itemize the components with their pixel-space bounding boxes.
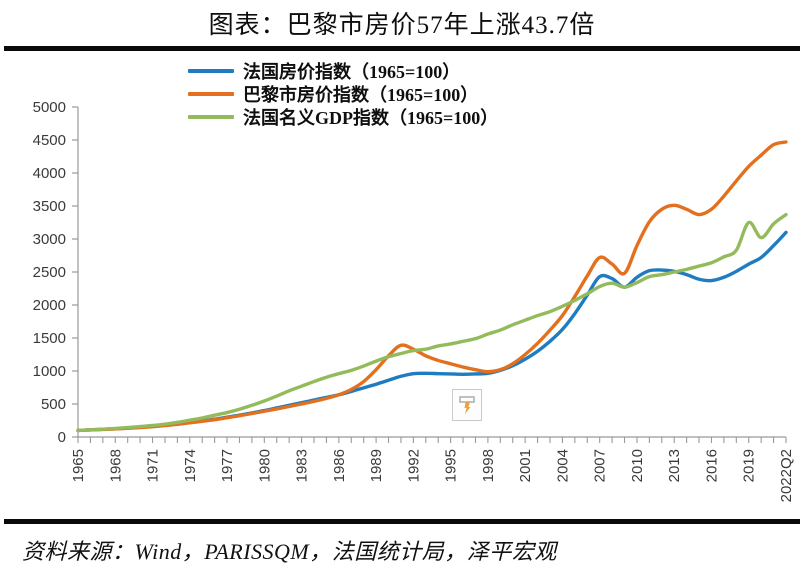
x-axis-tick-label: 2019 <box>741 449 758 482</box>
x-axis-ticks <box>77 437 787 443</box>
legend-swatch-icon <box>188 115 234 119</box>
x-axis-tick-label: 1977 <box>219 449 236 482</box>
x-axis-tick-label: 1986 <box>331 449 348 482</box>
x-axis-tick-label: 1980 <box>256 449 273 482</box>
series-line-法国名义GDP指数（1965=100） <box>76 212 788 433</box>
y-axis-ticks: 0 500 1000 1500 2000 2500 3000 3500 4000 4500 5000 <box>33 99 78 446</box>
y-axis-tick-label: 2500 <box>33 264 66 281</box>
x-axis-tick-label: 1995 <box>443 449 460 482</box>
x-axis-tick-label: 1983 <box>294 449 311 482</box>
y-axis-tick-label: 4500 <box>33 132 66 149</box>
watermark-glyph <box>459 396 475 414</box>
y-axis-tick-label: 500 <box>41 396 66 413</box>
legend-item-france_hpi[interactable]: 法国房价指数（1965=100） <box>188 60 498 82</box>
legend-item-france_gdp[interactable]: 法国名义GDP指数（1965=100） <box>188 106 498 128</box>
series-lines <box>76 140 788 433</box>
y-axis-tick-label: 2000 <box>33 297 66 314</box>
title-divider <box>4 46 800 51</box>
x-axis-tick-label: 1965 <box>70 449 87 482</box>
x-axis-tick-label: 2016 <box>703 449 720 482</box>
x-axis-tick-label: 1974 <box>182 449 199 482</box>
legend-item-label: 法国房价指数（1965=100） <box>243 62 461 82</box>
series-line-巴黎市房价指数（1965=100） <box>76 140 788 433</box>
x-axis-tick-label: 1992 <box>405 449 422 482</box>
source-note: 资料来源：Wind，PARISSQM，法国统计局，泽平宏观 <box>22 539 557 564</box>
y-axis-tick-label: 5000 <box>33 99 66 116</box>
x-axis-tick-label: 2022Q2 <box>778 449 795 502</box>
x-axis-tick-label: 2007 <box>592 449 609 482</box>
chart-legend: 法国房价指数（1965=100） 巴黎市房价指数（1965=100） 法国名义GDP… <box>188 60 498 128</box>
flag-watermark-icon <box>452 389 482 421</box>
page-title: 图表：巴黎市房价57年上涨43.7倍 <box>208 12 596 39</box>
series-line-法国房价指数（1965=100） <box>76 230 788 433</box>
legend-item-label: 巴黎市房价指数（1965=100） <box>243 85 479 105</box>
chart-container: 0 500 1000 1500 2000 2500 3000 3500 4000 4500 5000… <box>0 51 804 519</box>
x-axis-tick-labels: 1965 1968 1971 1974 1977 1980 1983 1986 1989 1992… <box>70 449 795 502</box>
line-chart: 0 500 1000 1500 2000 2500 3000 3500 4000 4500 5000… <box>33 99 795 502</box>
legend-item-label: 法国名义GDP指数（1965=100） <box>243 108 499 128</box>
title-bar: 图表：巴黎市房价57年上涨43.7倍 <box>0 0 804 46</box>
x-axis-tick-label: 1989 <box>368 449 385 482</box>
x-axis-tick-label: 2010 <box>629 449 646 482</box>
legend-swatch-icon <box>188 92 234 96</box>
legend-swatch-icon <box>188 69 234 73</box>
y-axis-tick-label: 3500 <box>33 198 66 215</box>
y-axis-tick-label: 1000 <box>33 363 66 380</box>
x-axis-tick-label: 2001 <box>517 449 534 482</box>
x-axis-tick-label: 1968 <box>107 449 124 482</box>
legend-item-paris_hpi[interactable]: 巴黎市房价指数（1965=100） <box>188 83 498 105</box>
y-axis-tick-label: 1500 <box>33 330 66 347</box>
x-axis-tick-label: 1998 <box>480 449 497 482</box>
footer-divider <box>4 519 800 524</box>
y-axis-tick-label: 0 <box>58 429 66 446</box>
x-axis-tick-label: 2013 <box>666 449 683 482</box>
x-axis-tick-label: 1971 <box>145 449 162 482</box>
y-axis-tick-label: 3000 <box>33 231 66 248</box>
x-axis-tick-label: 2004 <box>554 449 571 482</box>
y-axis-tick-label: 4000 <box>33 165 66 182</box>
